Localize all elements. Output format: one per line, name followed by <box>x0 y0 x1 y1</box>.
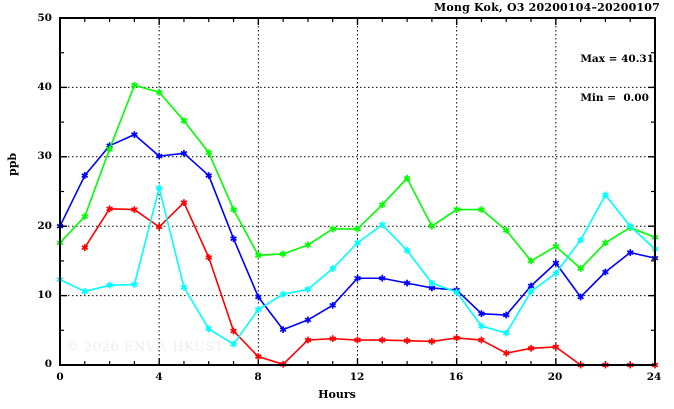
x-tick-24: 24 <box>646 371 662 383</box>
chart-title: Mong Kok, O3 20200104–20200107 <box>434 1 660 14</box>
y-tick-40: 40 <box>37 81 52 93</box>
series-day1 <box>56 131 659 334</box>
series-layer <box>56 81 659 369</box>
x-tick-8: 8 <box>254 371 262 383</box>
y-tick-20: 20 <box>37 220 52 232</box>
stats-min: Min = 0.00 <box>580 92 649 104</box>
stats-box: Max = 40.31 Min = 0.00 <box>580 27 654 131</box>
y-tick-10: 10 <box>37 289 52 301</box>
y-tick-30: 30 <box>37 150 52 162</box>
x-tick-4: 4 <box>155 371 163 383</box>
x-tick-16: 16 <box>448 371 464 383</box>
stats-max: Max = 40.31 <box>580 53 654 65</box>
y-tick-0: 0 <box>44 358 52 370</box>
x-tick-0: 0 <box>56 371 64 383</box>
grid-layer <box>60 18 655 365</box>
y-tick-50: 50 <box>37 12 52 24</box>
series-day3 <box>81 199 659 369</box>
plot-frame <box>59 17 656 366</box>
x-tick-12: 12 <box>349 371 365 383</box>
x-tick-20: 20 <box>547 371 563 383</box>
x-axis-label: Hours <box>318 388 356 401</box>
